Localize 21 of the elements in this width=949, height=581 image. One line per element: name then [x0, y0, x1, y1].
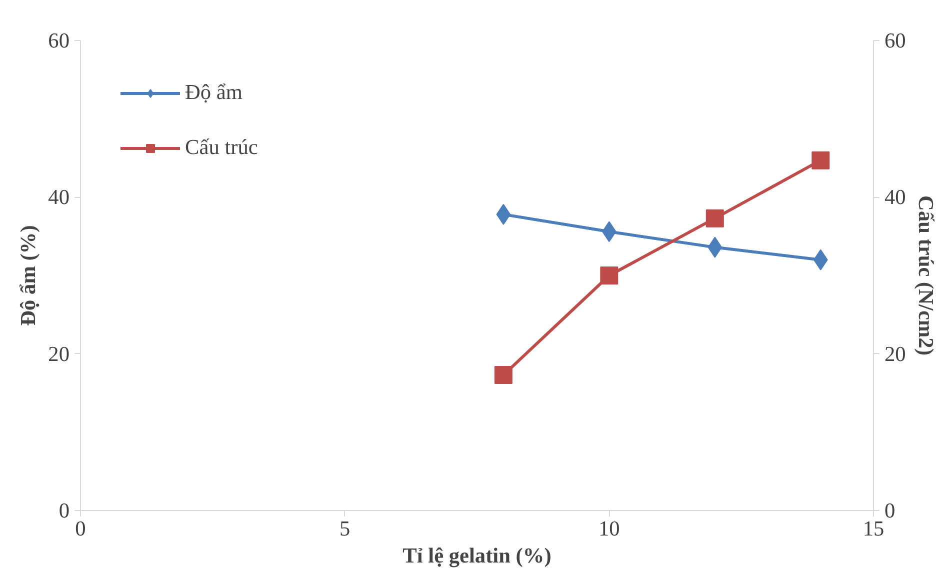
- y2-axis-title: Cấu trúc (N/cm2): [914, 196, 938, 356]
- x-tick-label: 10: [598, 516, 620, 540]
- y-tick-label: 60: [48, 28, 70, 52]
- y2-tick-label: 40: [884, 185, 906, 210]
- y2-tick-label: 0: [884, 498, 896, 522]
- x-tick-label: 0: [75, 516, 86, 540]
- y-axis-title: Độ ẩm (%): [16, 225, 40, 326]
- point: [600, 266, 618, 284]
- legend-label: Cấu trúc: [185, 135, 258, 160]
- y-tick-label: 20: [48, 342, 70, 366]
- y2-tick-label: 60: [884, 28, 906, 52]
- y-tick-label: 40: [48, 185, 70, 210]
- point: [706, 209, 724, 228]
- x-tick-label: 5: [340, 516, 350, 540]
- x-tick-label: 15: [862, 516, 884, 540]
- x-axis-title: Tỉ lệ gelatin (%): [402, 544, 552, 568]
- legend-label: Độ ẩm: [185, 80, 242, 105]
- y-tick-label: 0: [58, 498, 70, 522]
- y2-tick-label: 20: [884, 342, 906, 366]
- point: [494, 366, 512, 384]
- point: [812, 151, 830, 170]
